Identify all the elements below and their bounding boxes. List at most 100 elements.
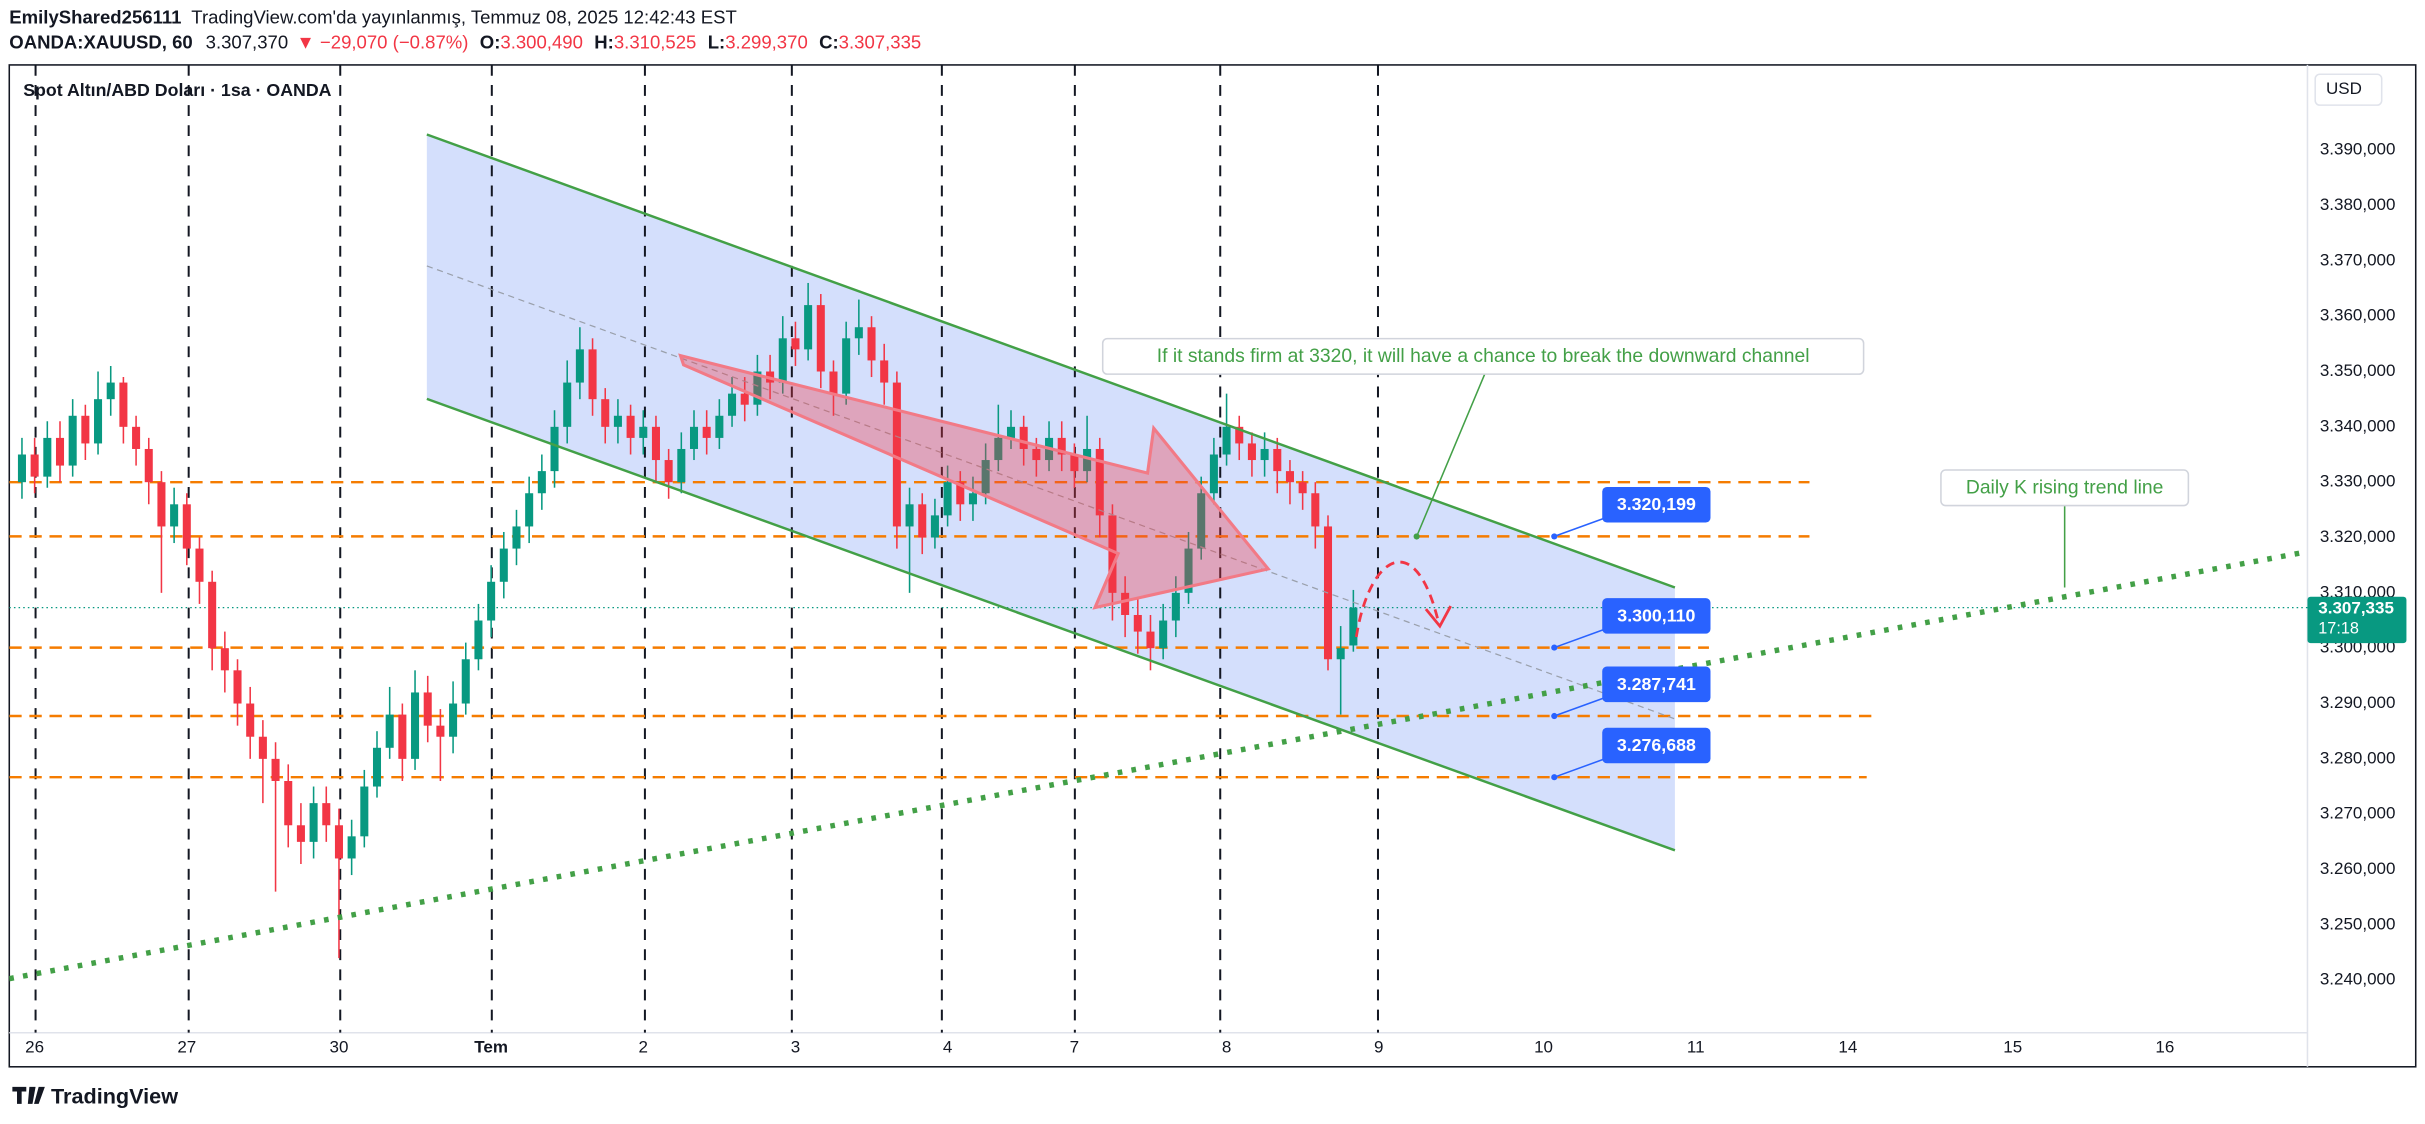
- candle-body: [715, 415, 724, 438]
- candle-body: [1247, 443, 1256, 461]
- candle-body: [1184, 548, 1193, 593]
- candle-body: [1146, 631, 1155, 649]
- candle-body: [956, 482, 965, 505]
- candle-body: [43, 437, 52, 477]
- candle-body: [182, 504, 191, 549]
- candle-body: [258, 736, 267, 759]
- candle-body: [1095, 448, 1104, 516]
- candle-body: [499, 548, 508, 582]
- y-tick-label: 3.290,000: [2320, 693, 2396, 712]
- last-price-tag: [2307, 596, 2407, 644]
- author: EmilyShared256111: [9, 6, 181, 27]
- c-value: 3.307,335: [839, 31, 922, 52]
- candle-body: [81, 415, 90, 444]
- candle-body: [664, 460, 673, 483]
- candle-body: [119, 382, 128, 427]
- candle-body: [347, 836, 356, 859]
- brand-logo: [12, 1086, 45, 1104]
- plot: [17, 282, 1358, 959]
- x-tick-label: 7: [1070, 1038, 1079, 1057]
- o-label: O:: [480, 31, 501, 52]
- candle-body: [195, 548, 204, 582]
- price: 3.307,370: [206, 31, 289, 52]
- candle-body: [613, 415, 622, 427]
- candle-body: [880, 360, 889, 383]
- y-tick-label: 3.280,000: [2320, 748, 2396, 767]
- candle-body: [1108, 515, 1117, 593]
- candle-body: [1349, 607, 1358, 646]
- candle-body: [1311, 493, 1320, 527]
- candle-body: [385, 714, 394, 748]
- h-value: 3.310,525: [614, 31, 697, 52]
- x-tick-label: 10: [1534, 1038, 1553, 1057]
- candle-body: [1222, 426, 1231, 455]
- candle-body: [208, 581, 217, 649]
- candle-body: [804, 305, 813, 350]
- callout-label: 3.320,199: [1617, 494, 1696, 514]
- candle-body: [1032, 448, 1041, 461]
- y-tick-label: 3.390,000: [2320, 140, 2396, 159]
- y-tick-label: 3.270,000: [2320, 804, 2396, 823]
- candle-body: [309, 803, 318, 842]
- callout-box: [1602, 666, 1711, 703]
- x-tick-label: 26: [25, 1038, 44, 1057]
- candle-body: [601, 399, 610, 427]
- x-tick-label: 9: [1374, 1038, 1383, 1057]
- candle-body: [1133, 614, 1142, 632]
- callout-connector: [1554, 517, 1606, 538]
- candle-body: [854, 327, 863, 339]
- callout-anchor: [1551, 712, 1558, 720]
- c-label: C:: [819, 31, 839, 52]
- candle-body: [30, 454, 39, 477]
- candle-body: [842, 338, 851, 394]
- candle-body: [1197, 493, 1206, 549]
- candle-body: [411, 692, 420, 759]
- chart-title: Spot Altın/ABD Doları · 1sa · OANDA: [23, 80, 331, 100]
- candle-body: [1336, 648, 1345, 660]
- candle-body: [1209, 454, 1218, 494]
- candle-body: [271, 758, 280, 781]
- y-tick-label: 3.310,000: [2320, 582, 2396, 601]
- x-tick-label: 11: [1687, 1038, 1705, 1057]
- brand: TradingView: [51, 1083, 178, 1108]
- candle-body: [829, 371, 838, 394]
- currency-box: [2314, 73, 2383, 106]
- candle-body: [1285, 471, 1294, 483]
- candle-body: [525, 493, 534, 527]
- candle-body: [1070, 454, 1079, 472]
- candle-body: [702, 426, 711, 438]
- y-tick-label: 3.380,000: [2320, 195, 2396, 214]
- y-tick-label: 3.330,000: [2320, 472, 2396, 491]
- candle-body: [905, 504, 914, 527]
- candle-body: [436, 725, 445, 737]
- candle-body: [334, 825, 343, 859]
- h-label: H:: [594, 31, 614, 52]
- candle-body: [918, 504, 927, 538]
- callout-connector: [1554, 757, 1606, 778]
- y-tick-label: 3.360,000: [2320, 306, 2396, 325]
- annotation-text: Daily K rising trend line: [1966, 478, 2164, 499]
- candle-body: [1235, 426, 1244, 444]
- drawings-front: If it stands firm at 3320, it will have …: [9, 133, 2308, 982]
- candle-body: [867, 327, 876, 361]
- candle-body: [1006, 426, 1016, 438]
- candle-body: [753, 371, 762, 405]
- candle-body: [246, 703, 255, 737]
- candle-body: [220, 648, 229, 671]
- candle-body: [563, 382, 572, 427]
- y-tick-label: 3.340,000: [2320, 416, 2396, 435]
- x-tick-label: 15: [2003, 1038, 2022, 1057]
- symbol: OANDA:XAUUSD, 60: [9, 31, 192, 52]
- callout-connector: [1554, 628, 1606, 649]
- candle-body: [1057, 437, 1066, 455]
- x-tick-label: 14: [1838, 1038, 1857, 1057]
- candle-body: [322, 803, 331, 826]
- callout-anchor: [1551, 533, 1558, 540]
- candle-body: [1121, 592, 1130, 615]
- published: TradingView.com'da yayınlanmış, Temmuz 0…: [191, 6, 737, 27]
- candle-body: [144, 448, 153, 483]
- x-tick-label: 8: [1222, 1038, 1231, 1057]
- y-tick-label: 3.250,000: [2320, 914, 2396, 933]
- projection-arrow: [1354, 560, 1440, 638]
